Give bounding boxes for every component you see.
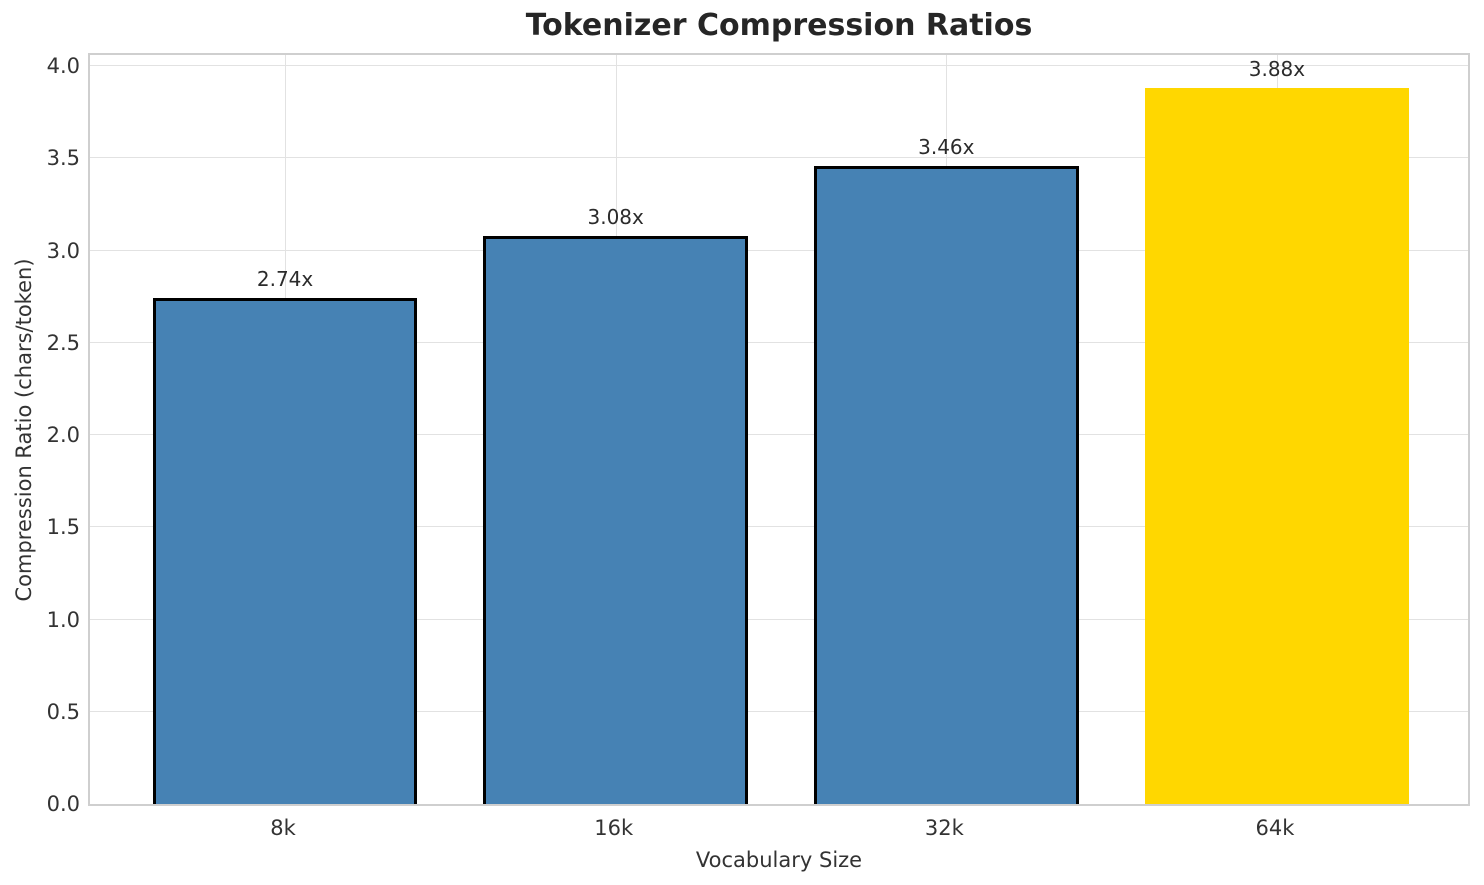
y-tick-label: 3.0 xyxy=(46,238,80,263)
y-tick-label: 4.0 xyxy=(46,54,80,78)
x-tick-label: 16k xyxy=(594,816,634,840)
bar-value-label: 3.88x xyxy=(1248,57,1306,82)
bar-64k xyxy=(1144,88,1410,804)
bar-value-label: 3.46x xyxy=(918,134,975,159)
gridline-h xyxy=(90,157,1468,159)
y-tick-label: 1.5 xyxy=(46,515,80,540)
y-tick-label: 0.0 xyxy=(46,792,80,816)
gridline-h xyxy=(90,341,1468,343)
bar-16k xyxy=(483,235,748,804)
gridline-h xyxy=(90,249,1468,251)
y-axis-label: Compression Ratio (chars/token) xyxy=(12,258,36,602)
y-tick-label: 3.5 xyxy=(46,146,80,171)
chart-title: Tokenizer Compression Ratios xyxy=(525,8,1033,43)
gridline-h xyxy=(90,434,1468,435)
gridline-h xyxy=(90,710,1468,712)
plot-area: 2.74x 3.08x 3.46x 3.88x xyxy=(88,53,1470,806)
gridline-h xyxy=(90,65,1468,66)
gridline-h xyxy=(90,526,1468,528)
y-tick-label: 2.0 xyxy=(46,423,80,447)
gridline-h xyxy=(90,618,1468,620)
bar-value-label: 3.08x xyxy=(587,204,644,229)
bar-value-label: 2.74x xyxy=(256,267,314,292)
y-tick-label: 2.5 xyxy=(46,330,80,355)
y-tick-label: 1.0 xyxy=(46,607,80,632)
bar-32k xyxy=(814,165,1079,804)
y-tick-label: 0.5 xyxy=(46,699,80,724)
x-tick-label: 64k xyxy=(1255,816,1295,840)
x-tick-label: 8k xyxy=(270,816,296,840)
x-tick-label: 32k xyxy=(924,816,964,840)
x-axis-label: Vocabulary Size xyxy=(695,848,863,872)
bar-8k xyxy=(152,298,418,804)
